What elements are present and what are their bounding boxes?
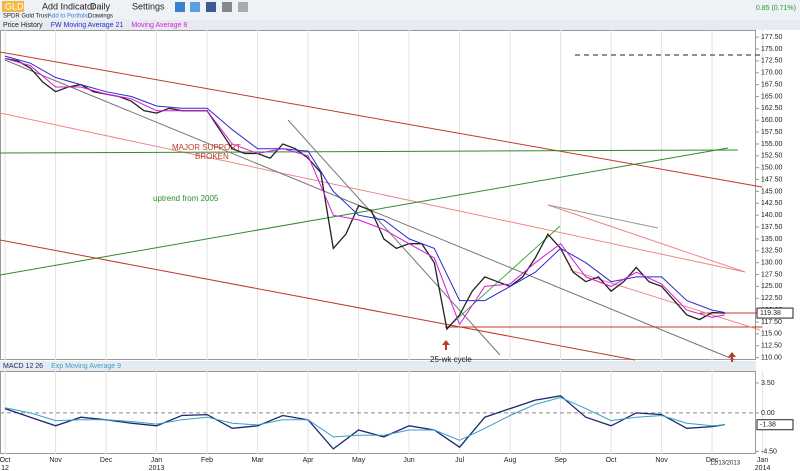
series-line — [4, 58, 725, 326]
share-icon[interactable] — [222, 2, 232, 12]
y-tick-label: 150.00 — [761, 165, 783, 172]
toolbar — [0, 0, 800, 20]
symbol[interactable]: GLD — [5, 1, 24, 11]
date-label: 12/13/2013 — [710, 461, 741, 467]
y-tick-label: 152.50 — [761, 153, 783, 160]
x-tick-label: Apr — [303, 457, 315, 464]
y-tick-label: 132.50 — [761, 248, 783, 255]
annotation: MAJOR SUPPORT — [172, 143, 241, 152]
y-tick-label: 160.00 — [761, 117, 783, 124]
x-tick-label: Jun — [403, 457, 414, 464]
last-value-box — [756, 419, 794, 431]
series-line — [4, 395, 725, 450]
trendline — [547, 204, 746, 273]
legend-entry: Price History — [3, 22, 43, 29]
trendline — [0, 51, 763, 188]
y-tick-label: 155.00 — [761, 141, 783, 148]
legend-entry: Exp Moving Average 9 — [51, 363, 121, 370]
x-tick-label: Jan 2013 — [149, 457, 165, 471]
y-tick-label: 3.50 — [761, 380, 775, 387]
y-tick-label: 165.00 — [761, 93, 783, 100]
y-tick-label: 175.00 — [761, 46, 783, 53]
y-tick-label: 177.50 — [761, 34, 783, 41]
legend-entry: MACD 12 26 — [3, 363, 43, 370]
y-tick-label: 122.50 — [761, 295, 783, 302]
y-tick-label: 130.00 — [761, 260, 783, 267]
legend-bar — [0, 361, 756, 371]
drawings[interactable]: Drawings — [88, 14, 113, 20]
trendline — [287, 119, 501, 356]
y-tick-label: 117.50 — [761, 319, 782, 326]
trendline — [0, 147, 729, 276]
x-tick-label: Jul — [455, 457, 464, 464]
grid — [4, 30, 764, 454]
last-value-label: -1.38 — [760, 422, 776, 429]
y-tick-label: 140.00 — [761, 212, 783, 219]
x-tick-label: Nov — [655, 457, 668, 464]
y-tick-label: 167.50 — [761, 81, 783, 88]
arrow — [728, 352, 736, 362]
x-tick-label: Mar — [252, 457, 265, 464]
y-tick-label: 147.50 — [761, 176, 783, 183]
legend-bar — [0, 20, 800, 30]
y-tick-label: 137.50 — [761, 224, 783, 231]
y-tick-label: 172.50 — [761, 58, 783, 65]
price-frame — [0, 30, 756, 360]
legend-entry: Moving Average 8 — [131, 22, 187, 29]
trendline — [0, 112, 746, 273]
name: SPDR Gold Trust — [3, 14, 49, 20]
x-tick-label: Feb — [201, 457, 213, 464]
period[interactable]: Daily — [90, 1, 111, 11]
annotation: BROKEN — [195, 152, 229, 161]
y-tick-label: 157.50 — [761, 129, 783, 136]
trendlines — [0, 51, 763, 362]
y-tick-label: 0.00 — [761, 410, 775, 417]
series-line — [4, 57, 725, 331]
y-tick-label: 127.50 — [761, 271, 783, 278]
y-tick-label: 135.00 — [761, 236, 783, 243]
x-tick-label: Dec — [706, 457, 719, 464]
share-icon[interactable] — [190, 2, 200, 12]
change: 0.85 (0.71%) — [756, 5, 796, 12]
y-tick-label: 142.50 — [761, 200, 783, 207]
y-tick-label: 162.50 — [761, 105, 783, 112]
last-value-label: 119.38 — [760, 310, 781, 317]
x-tick-label: Dec — [100, 457, 113, 464]
x-tick-label: Aug — [504, 457, 517, 464]
trendline — [0, 149, 739, 154]
y-tick-label: 110.00 — [761, 354, 782, 361]
x-tick-label: Oct — [606, 457, 617, 464]
annotation: 25-wk cycle — [430, 355, 472, 364]
share-icon[interactable] — [175, 2, 185, 12]
trendline — [569, 269, 761, 331]
add-indicator[interactable]: Add Indicator — [42, 1, 95, 11]
trendline — [0, 239, 636, 361]
last-value-box — [756, 307, 794, 319]
y-tick-label: 125.00 — [761, 283, 783, 290]
symbol-box[interactable] — [2, 1, 24, 12]
y-tick-label: 112.50 — [761, 343, 782, 350]
x-tick-label: Nov — [49, 457, 62, 464]
y-tick-label: -4.50 — [761, 448, 777, 455]
annotation: uptrend from 2005 — [153, 194, 219, 203]
y-tick-label: 145.00 — [761, 188, 783, 195]
series-line — [4, 55, 725, 313]
trendline — [447, 225, 561, 328]
add-portfolio[interactable]: Add to Portfolio — [48, 14, 90, 20]
x-tick-label: Sep — [554, 457, 567, 464]
x-tick-label: Jan 2014 — [755, 457, 771, 471]
legend-entry: FW Moving Average 21 — [51, 22, 124, 29]
share-icon[interactable] — [238, 2, 248, 12]
trendline — [547, 204, 659, 229]
share-icon[interactable] — [206, 2, 216, 12]
x-tick-label: May — [352, 457, 366, 464]
y-tick-label: 115.00 — [761, 331, 782, 338]
x-tick-label: Oct 12 — [0, 457, 11, 471]
settings[interactable]: Settings — [132, 1, 165, 11]
series-line — [5, 396, 725, 441]
arrow — [442, 340, 450, 350]
y-tick-label: 170.00 — [761, 70, 783, 77]
